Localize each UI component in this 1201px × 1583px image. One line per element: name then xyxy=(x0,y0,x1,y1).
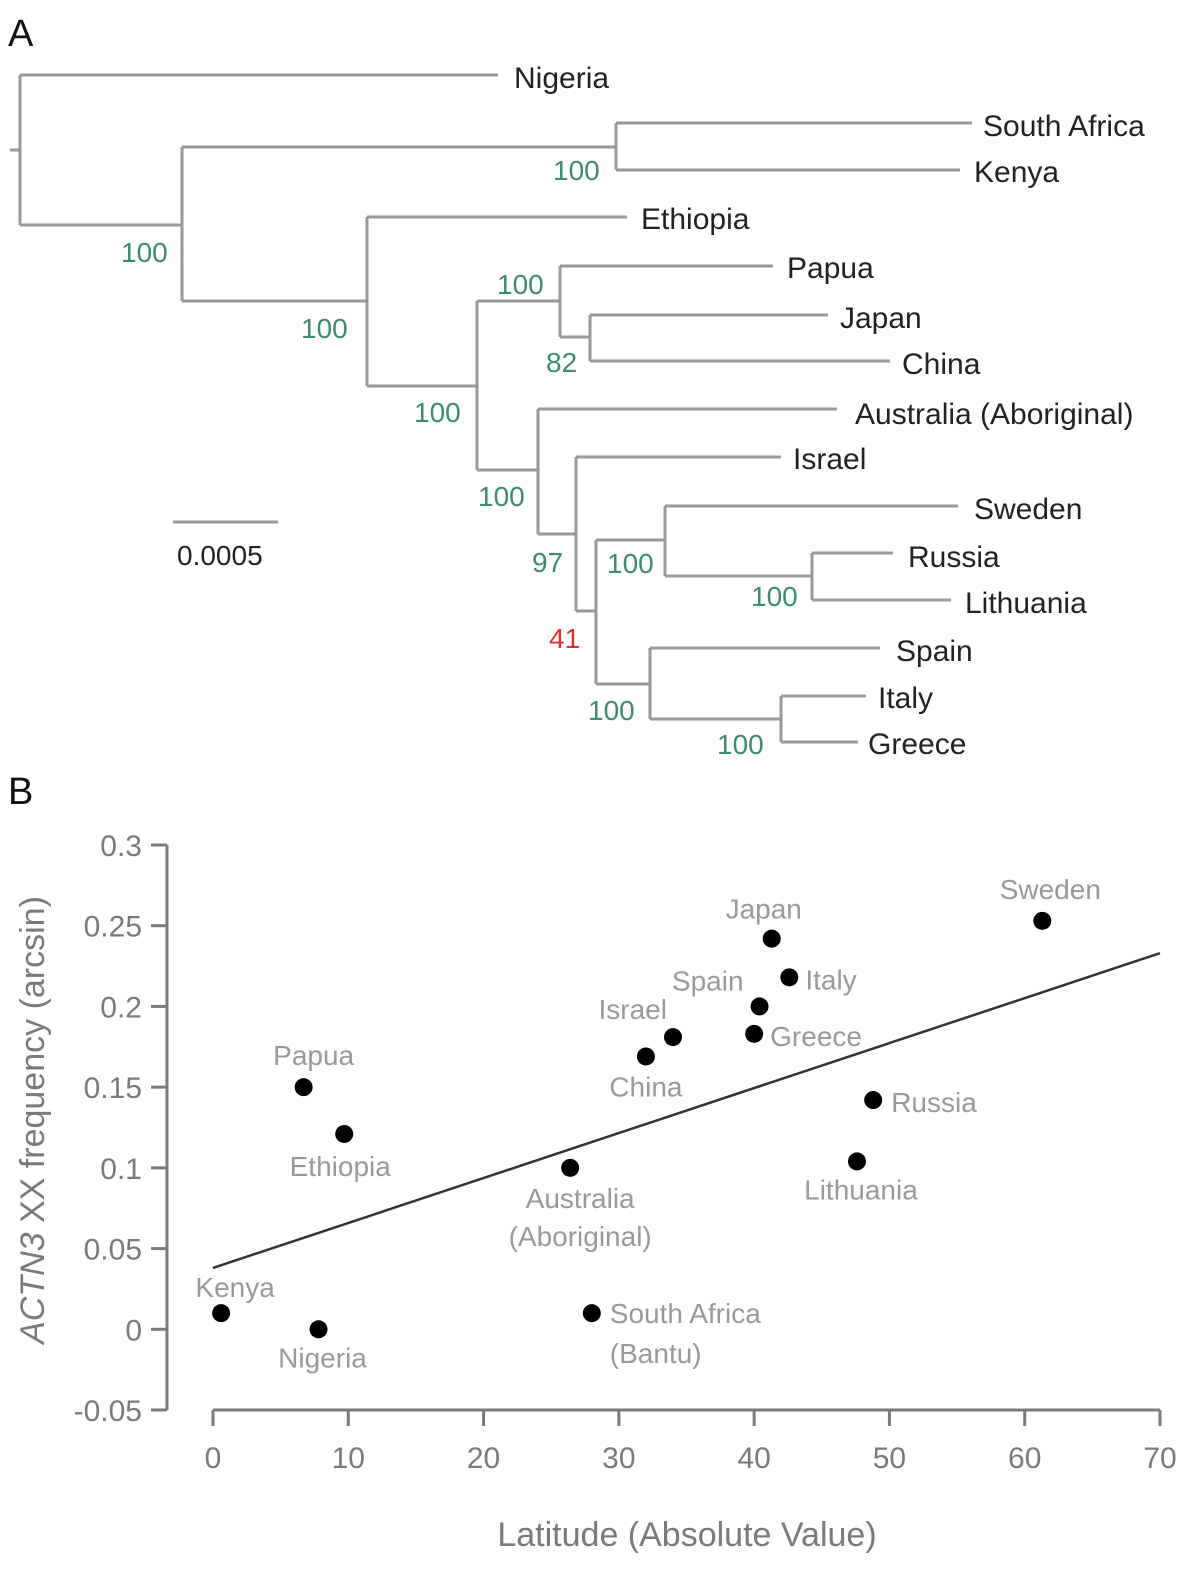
bootstrap-value: 100 xyxy=(717,729,764,760)
point-label: Ethiopia xyxy=(290,1151,392,1182)
scatter-point xyxy=(309,1320,328,1339)
point-label: Australia (Aboriginal) xyxy=(509,1183,652,1252)
point-label: Spain xyxy=(672,965,744,996)
scatter-point xyxy=(762,929,781,948)
point-label: Italy xyxy=(805,964,856,995)
bootstrap-value: 97 xyxy=(532,547,563,578)
scatter-point xyxy=(294,1078,313,1097)
panel-b: B -0.05 0 0.05 0.1 0.15 0.2 0.25 0.3 0 10 20 30 40 5… xyxy=(8,771,1177,1554)
scatter-point xyxy=(663,1028,682,1047)
leaf-label: Spain xyxy=(896,635,973,668)
y-tick-label: 0 xyxy=(125,1314,142,1347)
leaf-label: Japan xyxy=(840,302,922,335)
y-tick-label: -0.05 xyxy=(74,1395,142,1428)
point-label: Kenya xyxy=(195,1272,275,1303)
leaf-label: Papua xyxy=(787,252,874,285)
y-tick-label: 0.2 xyxy=(100,991,142,1024)
leaf-label: Australia (Aboriginal) xyxy=(855,398,1133,431)
scatter-points xyxy=(212,911,1052,1339)
point-label: Japan xyxy=(726,894,802,925)
bootstrap-value: 82 xyxy=(546,347,577,378)
scatter-point-labels: Papua Ethiopia Kenya Nigeria Australia (Abori… xyxy=(195,874,1100,1373)
panel-b-label: B xyxy=(8,771,33,813)
y-tick-label: 0.15 xyxy=(84,1072,142,1105)
scatter-point xyxy=(582,1304,601,1323)
bootstrap-value: 100 xyxy=(301,313,348,344)
x-tick-label: 60 xyxy=(1008,1442,1041,1475)
leaf-label: China xyxy=(902,348,981,381)
panel-a-label: A xyxy=(8,13,34,55)
point-label: South Africa (Bantu) xyxy=(610,1298,761,1369)
point-label: China xyxy=(609,1071,683,1102)
leaf-label: Lithuania xyxy=(965,587,1087,620)
x-tick-label: 0 xyxy=(205,1442,222,1475)
leaf-label: Sweden xyxy=(974,493,1082,526)
bootstrap-value: 100 xyxy=(497,269,544,300)
scatter-point xyxy=(335,1124,354,1143)
bootstrap-value: 100 xyxy=(478,481,525,512)
scatter-point xyxy=(864,1091,883,1110)
leaf-label: South Africa xyxy=(983,110,1145,143)
bootstrap-value: 41 xyxy=(549,623,580,654)
y-tick-label: 0.3 xyxy=(100,830,142,863)
point-label: Sweden xyxy=(1000,874,1101,905)
panel-a: A xyxy=(8,13,1145,761)
point-label: Russia xyxy=(891,1087,977,1118)
y-axis-label: ACTN3 XX frequency (arcsin) xyxy=(14,896,52,1346)
leaf-label: Nigeria xyxy=(514,62,609,95)
scatter-point xyxy=(745,1024,764,1043)
point-label: Nigeria xyxy=(278,1342,367,1373)
leaf-label: Italy xyxy=(878,682,933,715)
scatter-point xyxy=(780,968,799,987)
scatter-point xyxy=(212,1304,231,1323)
x-axis-label: Latitude (Absolute Value) xyxy=(497,1516,876,1554)
phylogenetic-tree xyxy=(10,73,972,744)
tree-leaf-labels: Nigeria South Africa Kenya Ethiopia Papu… xyxy=(514,62,1145,761)
scatter-point xyxy=(847,1152,866,1171)
scatter-axes xyxy=(165,845,1160,1412)
bootstrap-value: 100 xyxy=(751,581,798,612)
x-tick-label: 30 xyxy=(602,1442,635,1475)
y-axis-label-gene: ACTN3 xyxy=(14,1232,52,1346)
bootstrap-value: 100 xyxy=(121,237,168,268)
scale-bar-label: 0.0005 xyxy=(177,540,263,571)
y-tick-label: 0.05 xyxy=(84,1234,142,1267)
x-tick-label: 40 xyxy=(737,1442,770,1475)
leaf-label: Israel xyxy=(793,443,866,476)
bootstrap-labels: 100 100 100 100 82 100 100 97 100 100 41… xyxy=(121,155,798,760)
scatter-point xyxy=(636,1047,655,1066)
scatter-point xyxy=(561,1158,580,1177)
bootstrap-value: 100 xyxy=(607,548,654,579)
leaf-label: Kenya xyxy=(974,156,1059,189)
point-label: Lithuania xyxy=(804,1174,918,1205)
point-label: Israel xyxy=(599,994,667,1025)
bootstrap-value: 100 xyxy=(414,397,461,428)
bootstrap-value: 100 xyxy=(588,695,635,726)
x-tick-label: 20 xyxy=(467,1442,500,1475)
x-tick-label: 10 xyxy=(332,1442,365,1475)
scatter-point xyxy=(750,997,769,1016)
point-label: Greece xyxy=(770,1021,862,1052)
regression-line xyxy=(212,951,1161,1270)
leaf-label: Greece xyxy=(868,728,966,761)
x-tick-label: 70 xyxy=(1143,1442,1176,1475)
y-tick-label: 0.1 xyxy=(100,1153,142,1186)
bootstrap-value: 100 xyxy=(553,155,600,186)
point-label: Papua xyxy=(273,1040,354,1071)
x-tick-label: 50 xyxy=(873,1442,906,1475)
y-axis-ticks: -0.05 0 0.05 0.1 0.15 0.2 0.25 0.3 xyxy=(74,830,167,1428)
x-axis-ticks: 0 10 20 30 40 50 60 70 xyxy=(205,1410,1177,1475)
y-tick-label: 0.25 xyxy=(84,911,142,944)
scatter-point xyxy=(1033,911,1052,930)
leaf-label: Ethiopia xyxy=(641,203,750,236)
y-axis-label-rest: XX frequency (arcsin) xyxy=(14,896,52,1232)
leaf-label: Russia xyxy=(908,541,1000,574)
